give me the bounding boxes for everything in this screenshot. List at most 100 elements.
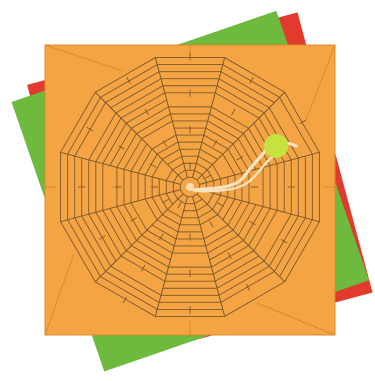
maze-radial-wall [140, 264, 146, 272]
maze-ring-wall [227, 148, 243, 174]
maze-spoke [196, 91, 286, 181]
maze-ring-wall [102, 209, 127, 252]
maze-ring-wall [137, 148, 153, 174]
maze-spoke [60, 151, 181, 185]
maze-ring-wall [105, 71, 160, 104]
maze-radial-wall [122, 296, 128, 304]
maze-radial-wall [299, 119, 307, 125]
maze-ring-wall [165, 192, 174, 205]
maze-radial-wall [231, 108, 236, 116]
maze-ring-wall [182, 176, 188, 181]
maze-ring-wall [116, 133, 137, 168]
maze-radial-wall [149, 163, 157, 168]
maze-ring-wall [237, 204, 257, 236]
maze-ring-wall [207, 234, 239, 254]
maze-ring-wall [167, 209, 183, 219]
maze-ring-wall [224, 57, 286, 93]
maze-ring-wall [222, 198, 236, 221]
center-hole-icon [186, 183, 194, 191]
maze-ring-wall [207, 120, 239, 140]
maze-ring-wall [74, 217, 107, 272]
maze-ring-wall [95, 211, 122, 257]
ball-icon[interactable] [264, 134, 288, 158]
maze-ring-wall [220, 71, 275, 104]
maze-ring-wall [218, 265, 270, 296]
maze-ring-wall [279, 96, 313, 155]
maze-ring-wall [192, 176, 198, 181]
maze-ring-wall [161, 148, 181, 160]
maze-spoke [94, 91, 184, 181]
maze-ring-wall [195, 203, 208, 212]
corner-line [305, 44, 336, 121]
maze-ring-wall [177, 169, 186, 176]
maze-ring-wall [199, 148, 219, 160]
maze-ring-wall [156, 219, 179, 233]
maze-radial-wall [280, 239, 288, 244]
maze-ring-wall [268, 107, 299, 159]
maze-ring-wall [156, 141, 179, 155]
maze-radial-wall [204, 174, 212, 179]
maze-ring-wall [109, 208, 132, 247]
maze-radial-wall [126, 77, 131, 84]
maze-ring-wall [196, 179, 201, 185]
corner-line [44, 44, 124, 72]
maze-radial-wall [236, 156, 244, 161]
maze-ring-wall [177, 198, 186, 205]
maze-radial-wall [212, 140, 218, 147]
maze-spoke [94, 193, 184, 283]
maze-ring-wall [120, 92, 166, 119]
maze-ring-wall [110, 265, 162, 296]
maze-spoke [154, 57, 188, 178]
maze-ring-wall [172, 174, 179, 183]
maze-ring-wall [136, 240, 171, 261]
maze-ring-wall [248, 208, 271, 247]
maze-ring-wall [81, 215, 112, 267]
maze-ring-wall [248, 127, 271, 166]
maze-ring-wall [197, 209, 213, 219]
maze-ring-wall [123, 138, 143, 170]
maze-ring-wall [253, 209, 278, 252]
maze-ring-wall [144, 198, 158, 221]
maze-ring-wall [284, 221, 320, 283]
maze-ring-wall [192, 193, 198, 198]
maze-ring-wall [203, 224, 229, 240]
maze-radial-wall [177, 201, 182, 209]
maze-ring-wall [151, 196, 163, 216]
maze-ring-wall [95, 117, 122, 163]
maze-ring-wall [279, 219, 313, 278]
maze-ring-wall [195, 162, 208, 171]
maze-ring-wall [209, 113, 244, 134]
maze-radial-wall [249, 77, 254, 84]
maze-spoke [192, 57, 226, 178]
maze-ring-wall [165, 169, 174, 182]
maze-ring-wall [197, 155, 213, 165]
maze-ring-wall [227, 200, 243, 226]
maze-ring-wall [212, 164, 222, 180]
maze-ring-wall [212, 250, 255, 275]
maze-ring-wall [116, 206, 137, 241]
maze-radial-wall [217, 202, 225, 207]
maze-radial-wall [162, 140, 168, 147]
maze-radial-wall [159, 233, 164, 241]
maze-ring-wall [141, 120, 173, 140]
maze-ring-wall [60, 221, 96, 283]
maze-ring-wall [105, 270, 160, 303]
web-maze [44, 44, 336, 336]
maze-ring-wall [130, 106, 169, 129]
maze-ring-wall [243, 133, 264, 168]
maze-ring-wall [67, 219, 101, 278]
maze-ring-wall [214, 255, 260, 282]
maze-spoke [60, 189, 181, 223]
maze-ring-wall [194, 198, 203, 205]
maze-spoke [199, 189, 320, 223]
maze-ring-wall [60, 91, 96, 153]
maze-ring-wall [179, 189, 184, 195]
maze-radial-wall [130, 217, 138, 222]
maze-ring-wall [110, 78, 162, 109]
maze-ring-wall [67, 96, 101, 155]
maze-ring-wall [161, 214, 181, 226]
maze-radial-wall [86, 126, 94, 132]
maze-spoke [196, 193, 286, 283]
maze-ring-wall [182, 193, 188, 198]
